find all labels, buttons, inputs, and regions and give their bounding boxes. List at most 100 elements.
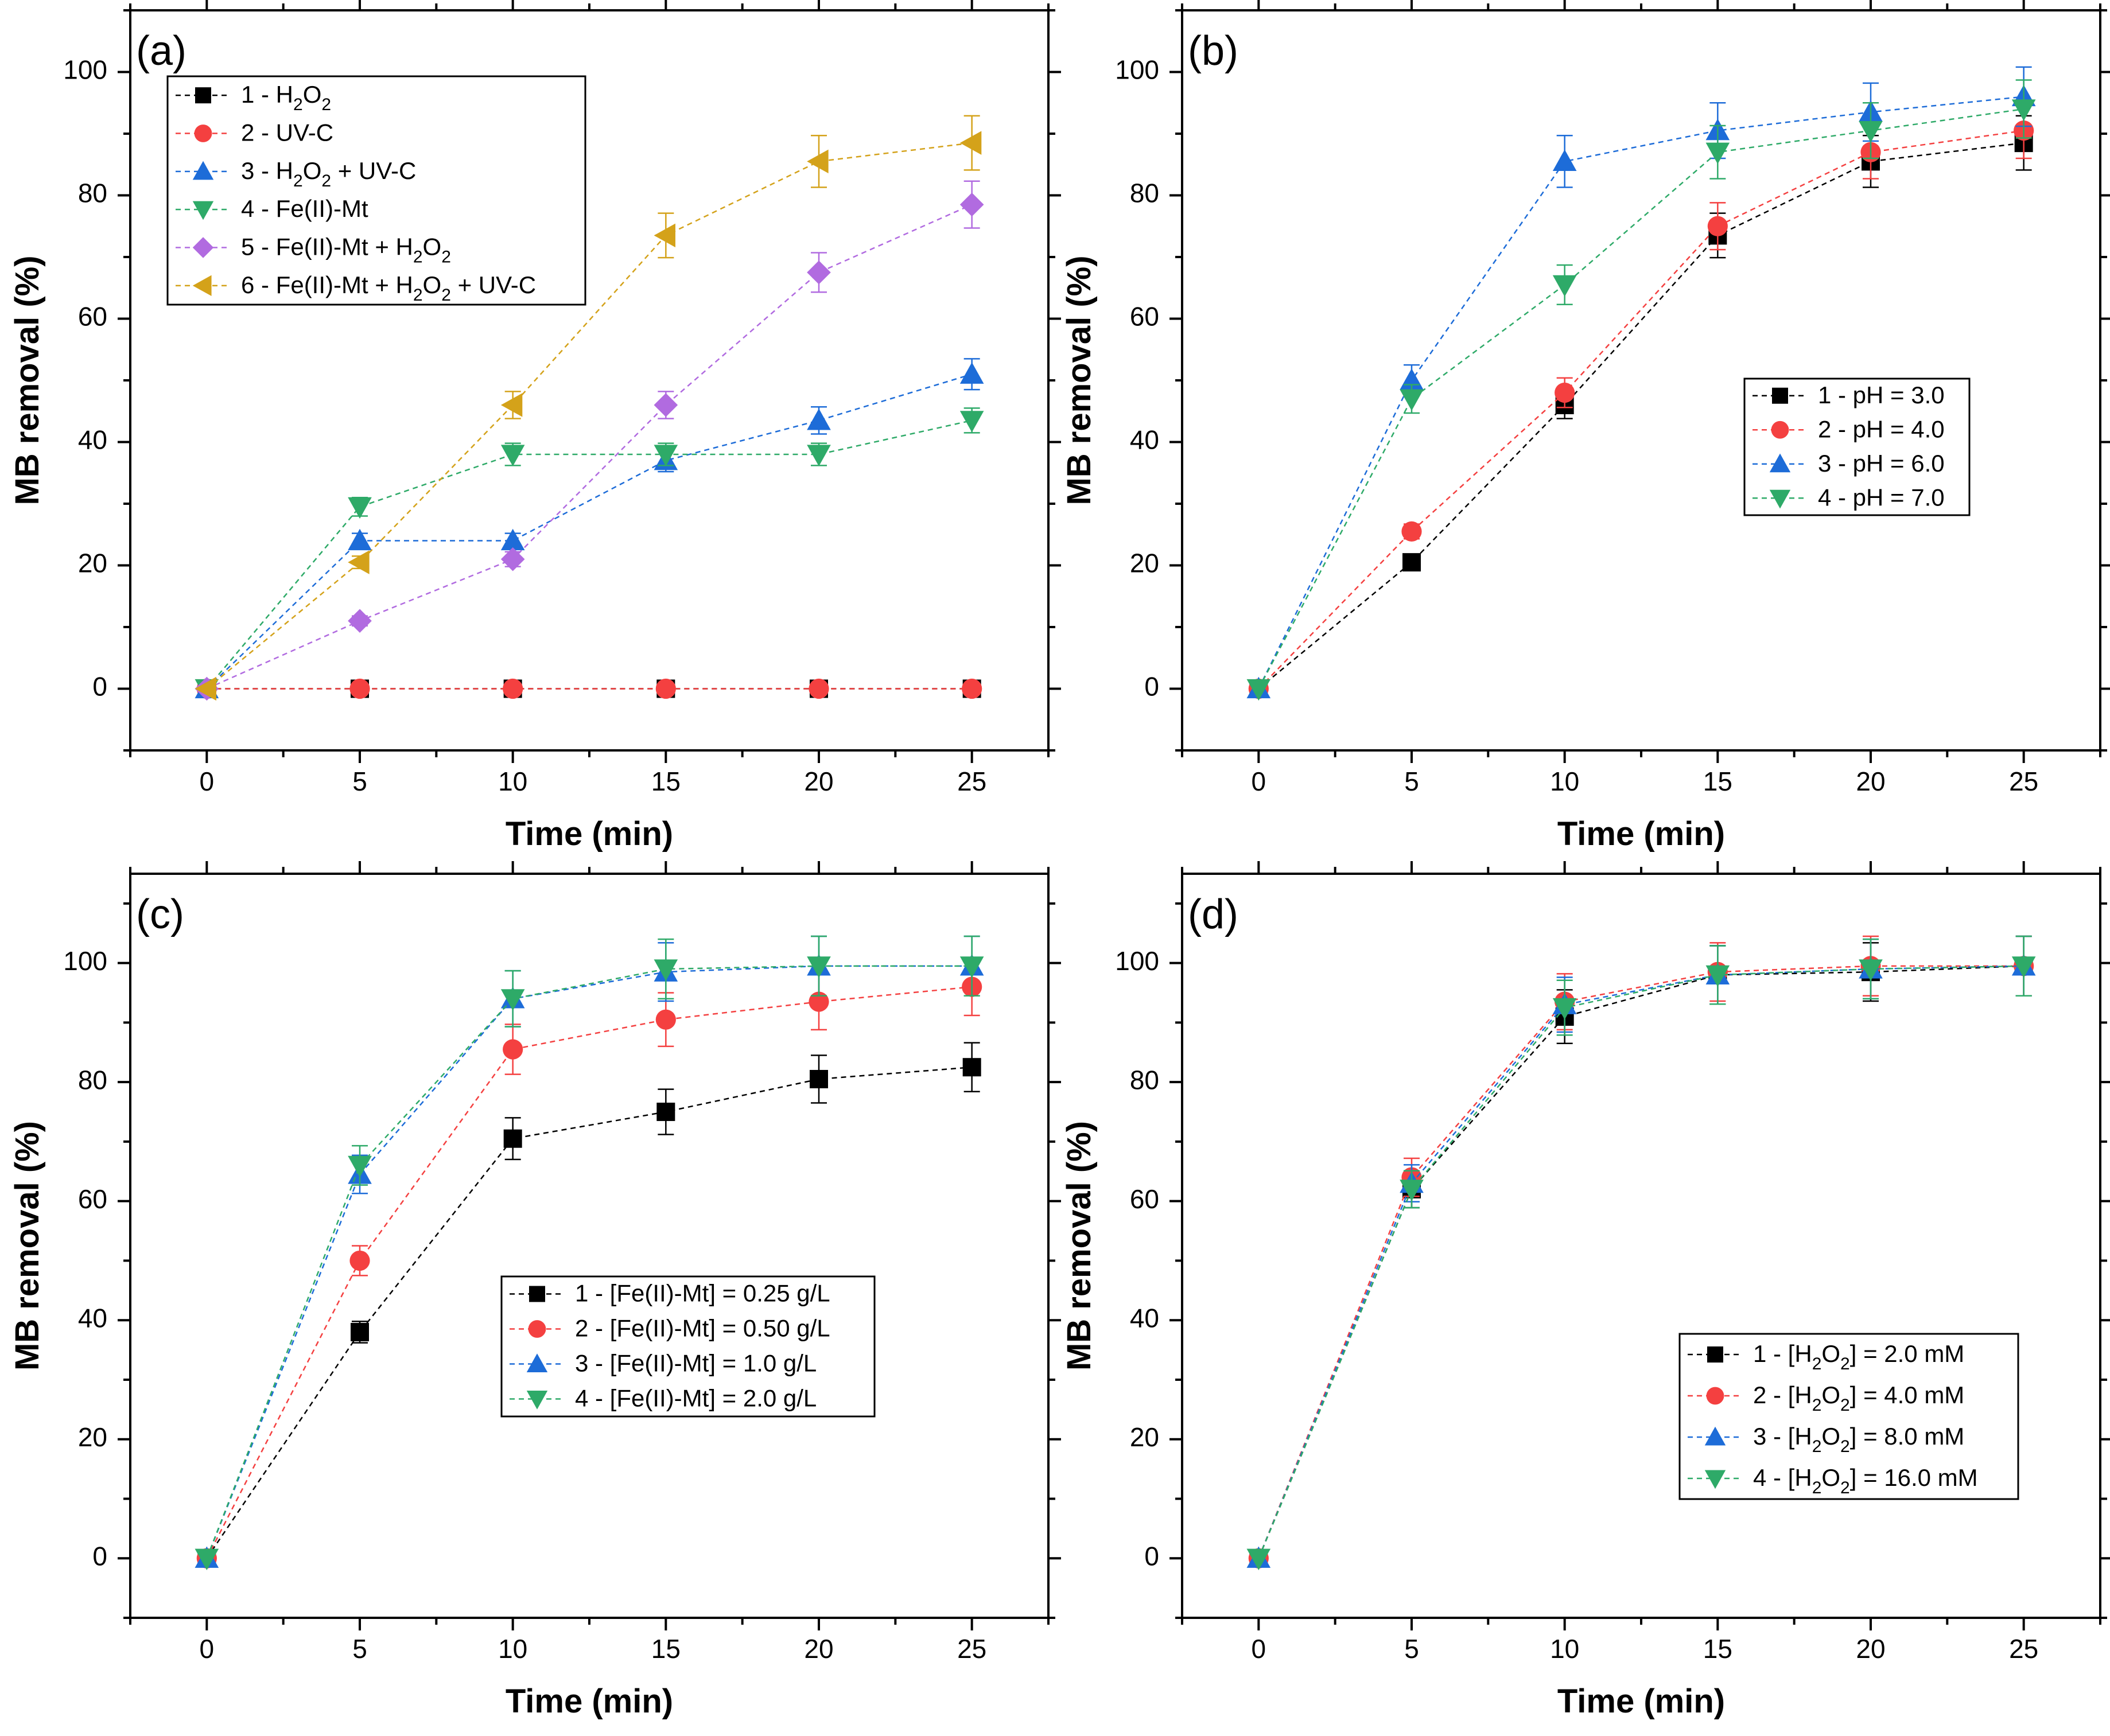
data-point bbox=[349, 1250, 370, 1271]
data-point bbox=[500, 547, 525, 571]
legend-subscript: 2 bbox=[413, 286, 423, 305]
legend-subscript: 2 bbox=[441, 248, 451, 267]
legend-marker bbox=[526, 1353, 548, 1373]
data-point bbox=[1246, 1548, 1271, 1571]
legend-text-part: ] = 16.0 mM bbox=[1850, 1464, 1978, 1491]
y-tick-label: 80 bbox=[78, 1065, 107, 1095]
data-point bbox=[1552, 149, 1577, 172]
legend-label: 5 - Fe(II)-Mt + H2O2 bbox=[241, 233, 451, 267]
legend-label: 1 - H2O2 bbox=[241, 81, 331, 114]
x-axis-title: Time (min) bbox=[1557, 1683, 1725, 1720]
legend-marker bbox=[529, 1286, 545, 1302]
data-point bbox=[809, 678, 829, 699]
x-tick-label: 10 bbox=[1550, 1634, 1579, 1664]
legend-text-part: 3 - pH = 6.0 bbox=[1818, 450, 1945, 477]
panel-label: (a) bbox=[136, 28, 186, 74]
data-point bbox=[348, 550, 370, 574]
legend-text-part: 2 - UV-C bbox=[241, 119, 333, 146]
legend-text-part: 4 - [H bbox=[1753, 1464, 1812, 1491]
chart-panel-d: 0 5 10 15 20 25 0 20 40 60 80 100 Time (min) MB remov… bbox=[1060, 861, 2110, 1720]
series-line bbox=[206, 142, 972, 690]
series-6 bbox=[195, 115, 982, 701]
panel-label: (d) bbox=[1188, 892, 1238, 937]
data-point bbox=[959, 411, 984, 433]
x-tick-label: 5 bbox=[1404, 766, 1419, 796]
legend-text-part: 4 - Fe(II)-Mt bbox=[241, 195, 368, 222]
x-tick-label: 0 bbox=[1252, 1634, 1266, 1664]
legend-label: 3 - pH = 6.0 bbox=[1818, 450, 1945, 477]
legend-marker bbox=[1772, 387, 1788, 404]
legend-marker bbox=[1704, 1470, 1726, 1489]
series-line bbox=[206, 373, 973, 690]
legend-text-part: O bbox=[303, 81, 322, 108]
legend-text-part: + UV-C bbox=[451, 271, 536, 298]
legend-text-part: 4 - pH = 7.0 bbox=[1818, 484, 1945, 511]
y-tick-label: 60 bbox=[1130, 302, 1159, 332]
x-tick-label: 0 bbox=[200, 1634, 215, 1664]
series-3 bbox=[195, 358, 984, 699]
legend-subscript: 2 bbox=[1840, 1478, 1850, 1497]
legend-marker bbox=[192, 275, 212, 297]
data-point bbox=[349, 678, 370, 699]
data-point bbox=[1400, 389, 1424, 411]
y-tick-label: 100 bbox=[63, 55, 107, 85]
legend-text-part: 3 - H bbox=[241, 157, 293, 184]
legend-text-part: O bbox=[1821, 1340, 1840, 1367]
x-axis-title: Time (min) bbox=[506, 815, 673, 853]
data-point bbox=[503, 1039, 523, 1060]
legend-text-part: 3 - [H bbox=[1753, 1423, 1812, 1450]
y-tick-label: 40 bbox=[1130, 425, 1159, 455]
x-tick-label: 10 bbox=[498, 1634, 527, 1664]
x-tick-label: 25 bbox=[2009, 766, 2038, 796]
data-point bbox=[959, 362, 984, 384]
data-point bbox=[500, 393, 523, 417]
data-point bbox=[809, 991, 829, 1012]
data-point bbox=[348, 1155, 372, 1178]
data-point bbox=[654, 223, 675, 248]
legend-text-part: 3 - [Fe(II)-Mt] = 1.0 g/L bbox=[575, 1350, 817, 1377]
data-point bbox=[807, 445, 831, 466]
legend-label: 2 - pH = 4.0 bbox=[1818, 415, 1945, 442]
data-point bbox=[195, 676, 216, 701]
series-2 bbox=[196, 957, 982, 1568]
x-tick-label: 0 bbox=[1252, 766, 1266, 796]
legend-text-part: + UV-C bbox=[331, 157, 416, 184]
legend-marker bbox=[192, 201, 214, 220]
series-line bbox=[1258, 965, 2024, 1559]
x-tick-label: 15 bbox=[1703, 1634, 1732, 1664]
legend-marker bbox=[526, 1390, 548, 1410]
y-tick-label: 100 bbox=[63, 946, 107, 976]
x-tick-label: 5 bbox=[1404, 1634, 1419, 1664]
data-point bbox=[1401, 521, 1422, 542]
legend-text-part: 5 - Fe(II)-Mt + H bbox=[241, 233, 413, 260]
legend-subscript: 2 bbox=[1840, 1396, 1850, 1415]
chart-panel-c: 0 5 10 15 20 25 0 20 40 60 80 100 Time (min) MB remov… bbox=[9, 861, 1061, 1720]
data-point bbox=[654, 959, 678, 981]
legend-text-part: O bbox=[303, 157, 322, 184]
x-axis-title: Time (min) bbox=[506, 1683, 673, 1720]
legend-marker bbox=[192, 161, 214, 180]
x-tick-label: 20 bbox=[1856, 766, 1885, 796]
legend-subscript: 2 bbox=[1812, 1437, 1822, 1456]
legend-label: 4 - Fe(II)-Mt bbox=[241, 195, 368, 222]
legend-box bbox=[166, 75, 586, 306]
data-point bbox=[1402, 553, 1421, 572]
series-5 bbox=[195, 180, 984, 701]
y-tick-label: 20 bbox=[78, 1422, 107, 1452]
data-point bbox=[959, 131, 982, 155]
x-axis-title: Time (min) bbox=[1557, 815, 1725, 853]
x-tick-label: 5 bbox=[352, 1634, 367, 1664]
legend-text-part: 6 - Fe(II)-Mt + H bbox=[241, 271, 413, 298]
data-point bbox=[959, 192, 984, 217]
data-point bbox=[962, 678, 982, 699]
y-tick-label: 20 bbox=[1130, 548, 1159, 578]
legend-text-part: 1 - pH = 3.0 bbox=[1818, 382, 1945, 408]
legend-text-part: O bbox=[423, 271, 442, 298]
series-line bbox=[1258, 96, 2024, 690]
legend-text-part: 4 - [Fe(II)-Mt] = 2.0 g/L bbox=[575, 1385, 817, 1412]
legend-text-part: ] = 2.0 mM bbox=[1850, 1340, 1965, 1367]
panel-label: (c) bbox=[136, 892, 184, 937]
y-tick-label: 20 bbox=[1130, 1422, 1159, 1452]
